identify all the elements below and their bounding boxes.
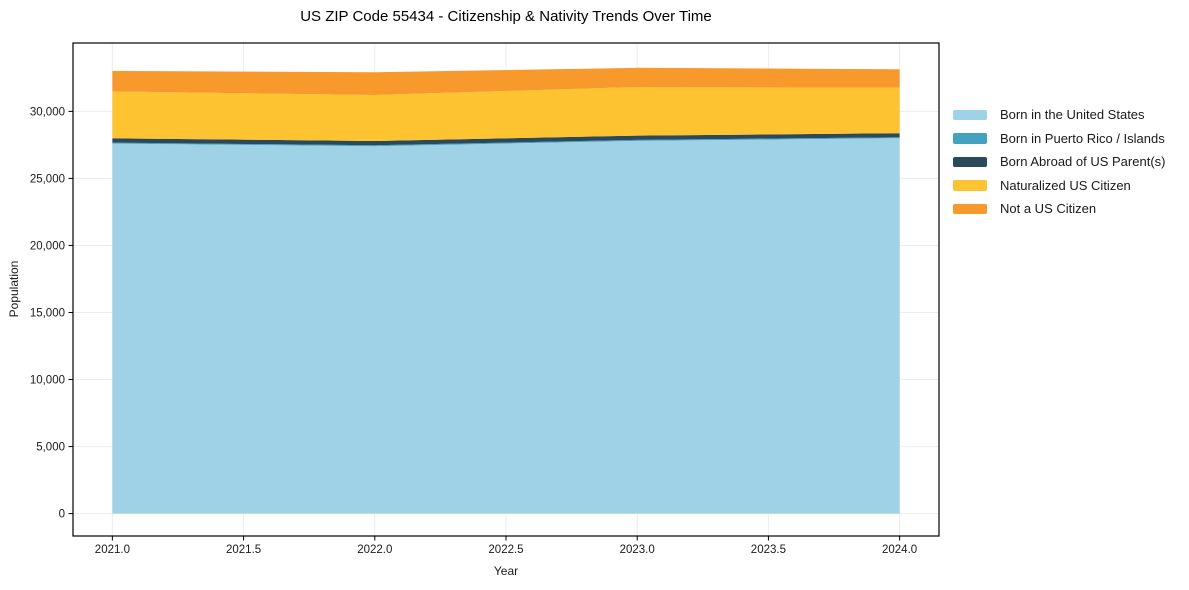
y-tick-label: 20,000 (30, 241, 65, 253)
legend-item: Naturalized US Citizen (953, 174, 1165, 198)
area-born-in-the-united-states (112, 138, 900, 514)
legend-label: Naturalized US Citizen (1000, 177, 1131, 193)
y-tick-label: 10,000 (30, 375, 65, 387)
y-tick-label: 5,000 (36, 442, 65, 454)
legend-item: Born in Puerto Rico / Islands (953, 127, 1165, 151)
legend-item: Not a US Citizen (953, 197, 1165, 221)
legend-swatch-born-in-puerto-rico-islands (953, 133, 987, 144)
legend-label: Born Abroad of US Parent(s) (1000, 154, 1166, 170)
area-not-a-us-citizen (112, 67, 900, 95)
x-tick-label: 2023.0 (620, 544, 655, 556)
legend-item: Born in the United States (953, 103, 1165, 127)
y-tick-label: 25,000 (30, 173, 65, 185)
legend-swatch-naturalized-us-citizen (953, 180, 987, 191)
legend-swatch-born-in-the-united-states (953, 109, 987, 120)
tick-marks (68, 110, 901, 541)
legend-label: Born in the United States (1000, 107, 1145, 123)
legend-label: Not a US Citizen (1000, 201, 1097, 217)
y-axis-label: Population (7, 260, 21, 318)
area-born-in-puerto-rico-islands (112, 137, 900, 147)
x-tick-label: 2024.0 (882, 544, 917, 556)
area-born-abroad-of-us-parent-s (112, 133, 900, 146)
x-tick-label: 2023.5 (751, 544, 786, 556)
x-tick-label: 2021.0 (95, 544, 130, 556)
x-tick-label: 2022.0 (357, 544, 392, 556)
legend: Born in the United States Born in Puerto … (953, 103, 1165, 221)
y-tick-label: 30,000 (30, 106, 65, 118)
x-tick-label: 2021.5 (226, 544, 261, 556)
x-tick-label: 2022.5 (488, 544, 523, 556)
legend-label: Born in Puerto Rico / Islands (1000, 130, 1165, 146)
x-axis-label: Year (493, 564, 519, 578)
tick-labels: 2021.0 2021.5 2022.0 2022.5 2023.0 2023.5 2024… (30, 106, 917, 556)
chart-title: US ZIP Code 55434 - Citizenship & Nativi… (300, 8, 712, 25)
y-tick-label: 15,000 (30, 308, 65, 320)
legend-swatch-not-a-us-citizen (953, 203, 987, 214)
legend-item: Born Abroad of US Parent(s) (953, 150, 1165, 174)
area-naturalized-us-citizen (112, 87, 900, 141)
legend-swatch-born-abroad-of-us-parent-s (953, 156, 987, 167)
y-tick-label: 0 (59, 509, 65, 521)
